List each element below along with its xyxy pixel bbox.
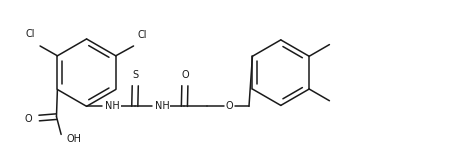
Text: NH: NH <box>155 101 170 111</box>
Text: Cl: Cl <box>137 30 147 40</box>
Text: O: O <box>25 114 33 125</box>
Text: Cl: Cl <box>25 29 35 39</box>
Text: OH: OH <box>67 134 82 144</box>
Text: O: O <box>226 101 234 111</box>
Text: NH: NH <box>105 101 120 111</box>
Text: O: O <box>181 70 189 80</box>
Text: S: S <box>132 70 139 80</box>
